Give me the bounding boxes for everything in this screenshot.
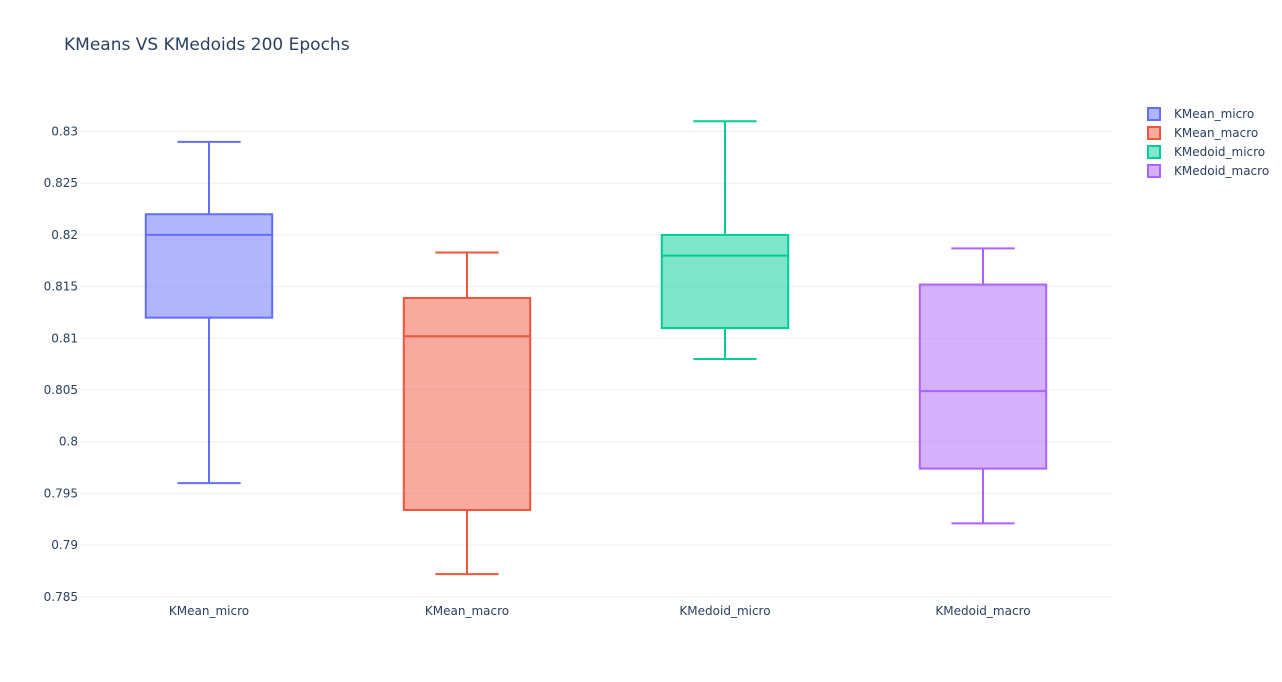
iqr-box [660, 233, 790, 329]
x-tick-label: KMean_macro [425, 604, 509, 618]
iqr-box [402, 297, 532, 511]
legend-item-KMean_macro[interactable]: KMean_macro [1147, 126, 1258, 140]
x-axis-ticks: KMean_micro KMean_macro KMedoid_micro KMedo… [169, 604, 1031, 618]
legend[interactable]: KMean_micro KMean_macro KMedoid_micro KMedo… [1147, 107, 1269, 178]
boxes [144, 120, 1048, 576]
iqr-box [144, 213, 274, 319]
y-tick-label: 0.805 [44, 383, 78, 397]
box-KMedoid_micro[interactable] [660, 120, 790, 361]
y-tick-label: 0.795 [44, 486, 78, 500]
x-tick-label: KMean_micro [169, 604, 249, 618]
legend-item-KMean_micro[interactable]: KMean_micro [1147, 107, 1254, 121]
box-KMean_micro[interactable] [144, 140, 274, 485]
x-tick-label: KMedoid_macro [935, 604, 1030, 618]
chart-title: KMeans VS KMedoids 200 Epochs [64, 35, 350, 55]
box-KMedoid_macro[interactable] [918, 247, 1048, 525]
legend-swatch [1147, 145, 1161, 159]
legend-label: KMean_micro [1174, 107, 1254, 121]
y-tick-label: 0.785 [44, 590, 78, 604]
y-tick-label: 0.82 [51, 228, 78, 242]
legend-item-KMedoid_micro[interactable]: KMedoid_micro [1147, 145, 1265, 159]
y-tick-label: 0.815 [44, 280, 78, 294]
legend-label: KMean_macro [1174, 126, 1258, 140]
legend-swatch [1147, 126, 1161, 140]
x-tick-label: KMedoid_micro [679, 604, 770, 618]
y-axis-ticks: 0.785 0.79 0.795 0.8 0.805 0.81 0.815 0.82 0.825… [44, 125, 78, 604]
y-tick-label: 0.825 [44, 176, 78, 190]
y-tick-label: 0.8 [59, 435, 78, 449]
y-tick-label: 0.83 [51, 125, 78, 139]
legend-label: KMedoid_macro [1174, 164, 1269, 178]
legend-item-KMedoid_macro[interactable]: KMedoid_macro [1147, 164, 1269, 178]
legend-swatch [1147, 164, 1161, 178]
box-KMean_macro[interactable] [402, 251, 532, 576]
y-tick-label: 0.79 [51, 538, 78, 552]
iqr-box [918, 283, 1048, 470]
y-tick-label: 0.81 [51, 331, 78, 345]
legend-swatch [1147, 107, 1161, 121]
legend-label: KMedoid_micro [1174, 145, 1265, 159]
